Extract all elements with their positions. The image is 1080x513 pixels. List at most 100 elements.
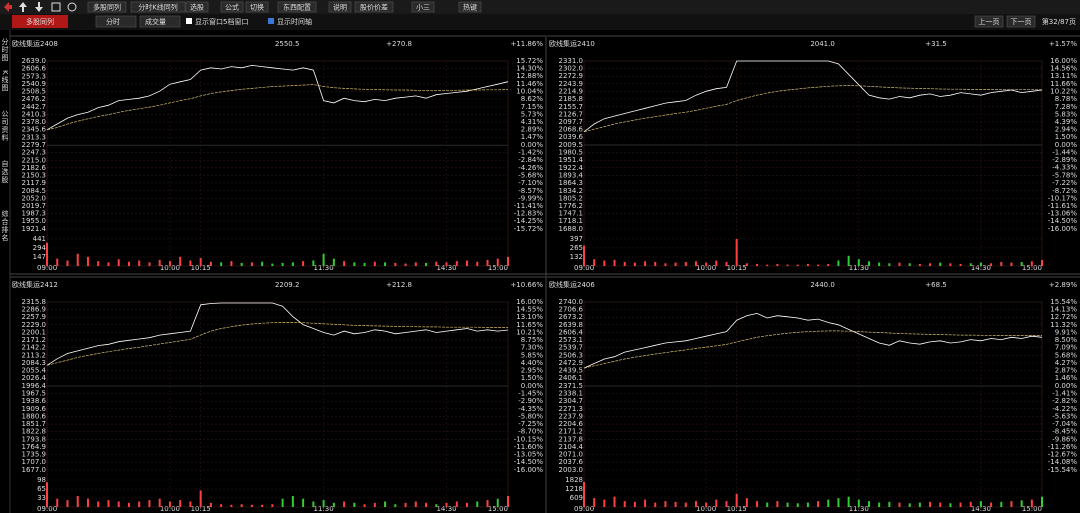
volume-bar [343, 261, 346, 266]
y-tick-label: 2573.1 [559, 336, 584, 344]
volume-bar [939, 262, 942, 266]
volume-bar [179, 500, 182, 507]
back-icon[interactable] [4, 2, 12, 12]
y2-tick-label: 14.30% [516, 65, 543, 73]
toolbar-label[interactable]: 分时K线同列 [138, 3, 178, 12]
toolbar-button[interactable] [458, 1, 482, 13]
y2-tick-label: 0.00% [1055, 141, 1078, 149]
nav-icons[interactable] [4, 2, 77, 12]
y2-tick-label: -5.78% [1052, 171, 1077, 179]
y2-tick-label: -14.08% [1048, 458, 1078, 466]
select-label[interactable]: 成交量 [145, 17, 166, 26]
toolbar-label[interactable]: 切换 [250, 3, 264, 12]
select-label[interactable]: 分时 [106, 17, 120, 26]
volume-bar [654, 261, 657, 266]
y2-tick-label: 5.83% [1055, 110, 1078, 118]
select[interactable] [139, 15, 181, 28]
toolbar-button[interactable] [130, 1, 186, 13]
y-tick-label: 2150.3 [22, 171, 47, 179]
toolbar-label[interactable]: 股价价差 [360, 3, 388, 12]
toolbar-button[interactable] [277, 1, 317, 13]
down-icon[interactable] [35, 2, 43, 12]
toolbar-label[interactable]: 热键 [463, 3, 477, 12]
y2-tick-label: -2.82% [1052, 397, 1077, 405]
last-price: 2440.0 [810, 281, 835, 289]
sidebar-tab[interactable]: 分时图 [1, 37, 9, 62]
volume-bar [353, 262, 356, 266]
volume-bar [1020, 261, 1023, 266]
toolbar-button[interactable] [245, 1, 269, 13]
page-button[interactable] [974, 15, 1004, 28]
page-button-label[interactable]: 上一页 [979, 17, 1000, 26]
checkbox[interactable] [186, 18, 192, 24]
toolbar-label[interactable]: 公式 [225, 3, 239, 12]
sidebar-tab[interactable]: 公司资料 [1, 110, 9, 142]
y-tick-label: 2204.6 [559, 420, 584, 428]
volume-bar [715, 499, 718, 507]
up-icon[interactable] [19, 2, 27, 12]
volume-bar [593, 498, 596, 507]
volume-bar [664, 501, 667, 507]
volume-bar [603, 499, 606, 507]
y-tick-label: 2740.0 [559, 298, 584, 306]
volume-bar [394, 504, 397, 507]
y-tick-label: 2639.0 [22, 57, 47, 65]
toolbar-button[interactable] [328, 1, 352, 13]
change-pct: +10.66% [510, 281, 543, 289]
volume-bar [705, 262, 708, 266]
last-price: 2209.2 [275, 281, 300, 289]
y-tick-label: 2406.1 [559, 374, 584, 382]
volume-bar [735, 239, 738, 266]
volume-bar [979, 262, 982, 266]
volume-bar [969, 501, 972, 507]
volume-bar [644, 261, 647, 266]
sidebar-tab[interactable]: K线图 [1, 70, 9, 92]
checkbox-label[interactable]: 显示时间轴 [277, 17, 312, 26]
x-tick-label: 09:00 [37, 264, 57, 272]
y-tick-label: 1951.4 [559, 156, 584, 164]
window-icon[interactable] [51, 2, 61, 12]
toolbar-button[interactable] [185, 1, 209, 13]
y2-tick-label: -8.70% [518, 428, 543, 436]
y2-tick-label: 4.27% [1055, 359, 1078, 367]
volume-bar [384, 501, 387, 507]
volume-bar [908, 263, 911, 266]
toolbar-label[interactable]: 小三 [416, 3, 430, 12]
toolbar-label[interactable]: 说明 [333, 3, 347, 12]
toolbar-button[interactable] [411, 1, 435, 13]
y2-tick-label: -7.22% [1052, 179, 1077, 187]
volume-bar [445, 262, 448, 266]
volume-bar [496, 498, 499, 507]
tab-label[interactable]: 多股同列 [26, 17, 54, 26]
checkbox-label[interactable]: 显示窗口5档窗口 [195, 17, 248, 26]
checkbox[interactable] [268, 18, 274, 24]
volume-bar [199, 490, 202, 507]
y-tick-label: 2673.2 [559, 313, 584, 321]
page-button-label[interactable]: 下一页 [1011, 18, 1032, 26]
volume-bar [867, 501, 870, 507]
sidebar-tab[interactable]: 综合排名 [1, 209, 9, 242]
tab[interactable] [12, 15, 68, 28]
volume-bar [908, 503, 911, 507]
volume-bar [455, 501, 458, 507]
toolbar-bg [0, 0, 1080, 14]
y-tick-label: 2185.8 [559, 95, 584, 103]
toolbar-button[interactable] [87, 1, 127, 13]
plot-frame [46, 60, 509, 267]
toolbar-label[interactable]: 多股同列 [93, 3, 121, 12]
volume-bar [240, 504, 243, 507]
x-tick-label: 09:00 [574, 264, 594, 272]
volume-bar [725, 501, 728, 507]
select[interactable] [95, 15, 137, 28]
page-button[interactable] [1006, 15, 1036, 28]
toolbar-label[interactable]: 选股 [190, 3, 204, 12]
toolbar-label[interactable]: 东西配置 [283, 3, 311, 12]
volume-bar [827, 263, 830, 266]
clock-icon[interactable] [67, 2, 77, 12]
y2-tick-label: 0.00% [521, 141, 544, 149]
y-tick-label: 2302.0 [559, 65, 584, 73]
toolbar-button[interactable] [354, 1, 394, 13]
y-tick-label: 2508.5 [22, 88, 47, 96]
toolbar-button[interactable] [220, 1, 244, 13]
sidebar-tab[interactable]: 自选股 [1, 159, 9, 184]
